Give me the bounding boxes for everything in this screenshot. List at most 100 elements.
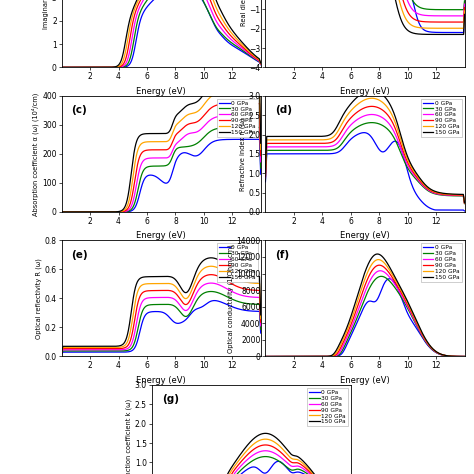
120 GPa	[359, 284, 365, 290]
120 GPa	[354, 102, 360, 108]
60 GPa	[258, 61, 264, 67]
150 GPa	[256, 77, 262, 82]
90 GPa	[59, 350, 64, 356]
120 GPa	[306, 466, 311, 472]
120 GPa	[59, 209, 64, 215]
0 GPa	[462, 10, 467, 16]
0 GPa	[69, 209, 74, 215]
Text: (d): (d)	[275, 105, 292, 115]
90 GPa	[69, 64, 74, 70]
30 GPa	[359, 302, 365, 308]
30 GPa	[216, 126, 221, 131]
0 GPa	[252, 309, 258, 314]
60 GPa	[456, 13, 462, 18]
30 GPa	[273, 147, 278, 153]
60 GPa	[462, 201, 467, 206]
90 GPa	[216, 16, 221, 22]
90 GPa	[258, 319, 264, 325]
Y-axis label: Optical reflectivity R (ω): Optical reflectivity R (ω)	[36, 258, 42, 339]
150 GPa	[208, 255, 214, 261]
30 GPa	[59, 209, 64, 215]
150 GPa	[263, 170, 268, 175]
Y-axis label: Refractive index n (ω): Refractive index n (ω)	[239, 117, 246, 191]
Line: 90 GPa: 90 GPa	[62, 274, 261, 353]
30 GPa	[252, 56, 258, 62]
60 GPa	[252, 55, 258, 61]
0 GPa	[252, 57, 258, 63]
Line: 120 GPa: 120 GPa	[152, 439, 351, 474]
X-axis label: Energy (eV): Energy (eV)	[137, 231, 186, 240]
90 GPa	[256, 101, 262, 107]
120 GPa	[375, 257, 381, 263]
90 GPa	[456, 19, 462, 25]
Line: 150 GPa: 150 GPa	[152, 433, 351, 474]
120 GPa	[252, 281, 258, 286]
Line: 150 GPa: 150 GPa	[62, 0, 261, 67]
150 GPa	[263, 354, 268, 359]
30 GPa	[252, 125, 258, 130]
120 GPa	[252, 89, 258, 95]
30 GPa	[246, 461, 251, 466]
Line: 120 GPa: 120 GPa	[265, 0, 465, 28]
Line: 0 GPa: 0 GPa	[265, 0, 465, 33]
120 GPa	[258, 316, 264, 321]
X-axis label: Energy (eV): Energy (eV)	[340, 87, 390, 96]
0 GPa	[359, 308, 365, 313]
90 GPa	[419, 181, 425, 186]
30 GPa	[150, 302, 156, 308]
30 GPa	[456, 193, 462, 199]
30 GPa	[69, 348, 74, 354]
0 GPa	[252, 57, 258, 63]
Text: (c): (c)	[72, 105, 87, 115]
90 GPa	[258, 61, 264, 67]
0 GPa	[258, 171, 264, 177]
150 GPa	[419, 179, 425, 184]
60 GPa	[69, 209, 74, 215]
0 GPa	[419, 199, 425, 205]
150 GPa	[306, 464, 311, 470]
60 GPa	[462, 354, 467, 359]
150 GPa	[216, 78, 221, 84]
0 GPa	[216, 29, 221, 35]
150 GPa	[359, 91, 365, 96]
0 GPa	[150, 0, 156, 3]
Line: 60 GPa: 60 GPa	[152, 451, 351, 474]
60 GPa	[155, 155, 161, 161]
90 GPa	[252, 101, 258, 107]
120 GPa	[155, 139, 161, 145]
120 GPa	[256, 89, 262, 95]
Line: 150 GPa: 150 GPa	[62, 258, 261, 351]
90 GPa	[69, 209, 74, 215]
30 GPa	[59, 64, 64, 70]
30 GPa	[69, 64, 74, 70]
120 GPa	[263, 436, 268, 442]
90 GPa	[59, 64, 64, 70]
120 GPa	[252, 54, 258, 59]
150 GPa	[258, 60, 264, 66]
120 GPa	[273, 137, 278, 143]
90 GPa	[354, 109, 360, 115]
0 GPa	[150, 173, 156, 178]
0 GPa	[69, 64, 74, 70]
0 GPa	[256, 137, 262, 142]
0 GPa	[456, 207, 462, 213]
90 GPa	[252, 55, 258, 60]
30 GPa	[256, 125, 262, 130]
120 GPa	[150, 281, 156, 286]
150 GPa	[359, 277, 365, 283]
60 GPa	[456, 193, 462, 199]
120 GPa	[69, 345, 74, 350]
90 GPa	[273, 354, 278, 359]
60 GPa	[263, 354, 268, 359]
60 GPa	[419, 12, 425, 18]
0 GPa	[273, 151, 278, 157]
150 GPa	[150, 131, 156, 137]
120 GPa	[461, 26, 466, 31]
30 GPa	[252, 301, 258, 307]
0 GPa	[461, 30, 466, 36]
30 GPa	[150, 164, 156, 169]
60 GPa	[461, 13, 466, 18]
150 GPa	[273, 354, 278, 359]
60 GPa	[240, 461, 246, 466]
X-axis label: Energy (eV): Energy (eV)	[340, 231, 390, 240]
